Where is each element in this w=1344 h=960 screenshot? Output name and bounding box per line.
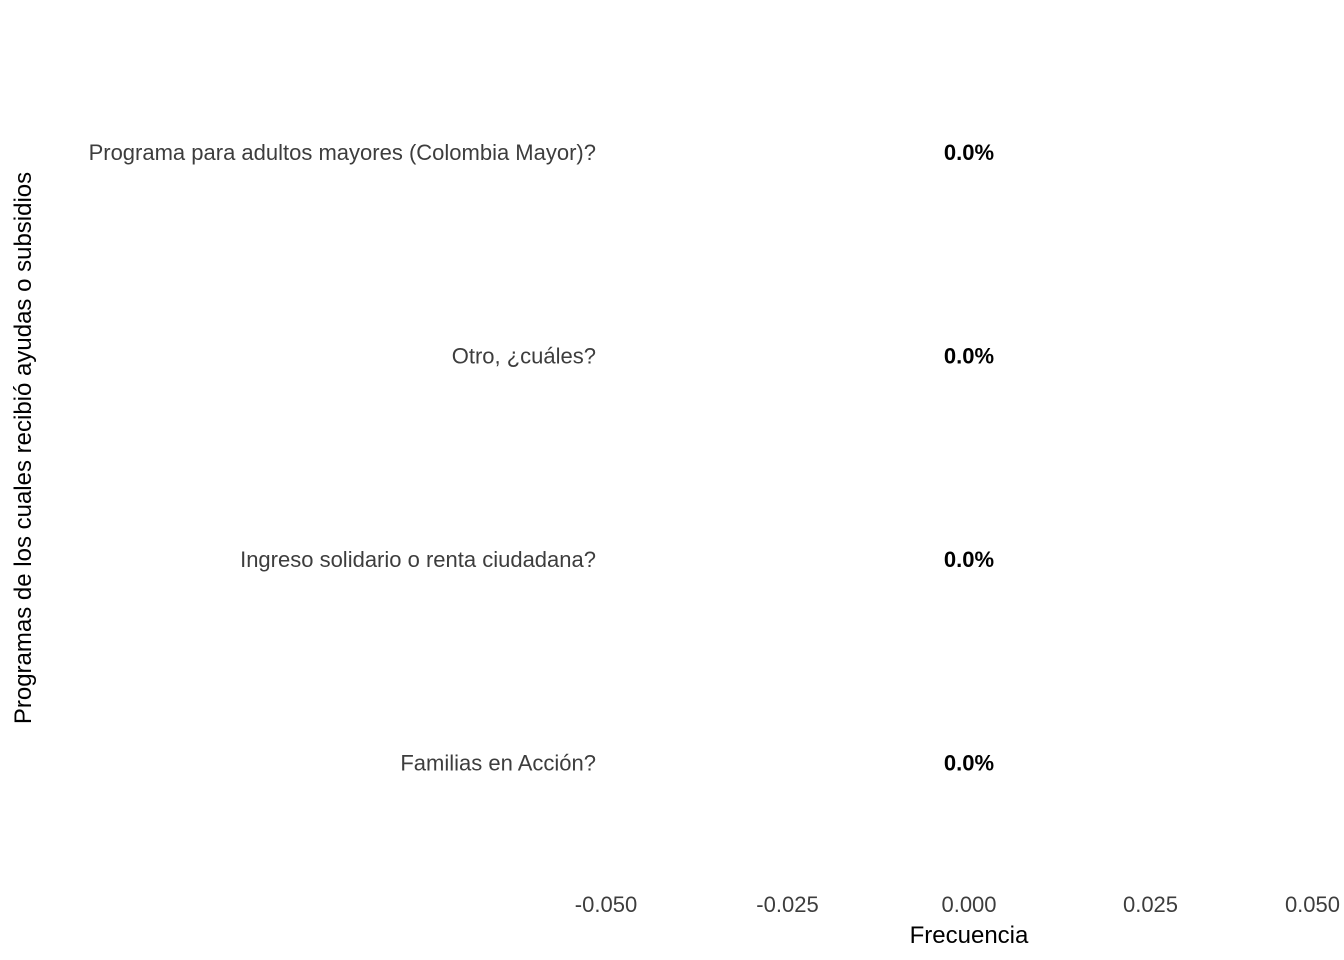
data-label: 0.0% (944, 343, 994, 368)
x-axis-title: Frecuencia (910, 922, 1029, 949)
y-tick-label: Programa para adultos mayores (Colombia … (89, 140, 596, 165)
y-axis-title: Programas de los cuales recibió ayudas o… (10, 172, 37, 724)
data-label: 0.0% (944, 750, 994, 775)
x-tick-label: -0.025 (756, 892, 818, 917)
data-label: 0.0% (944, 547, 994, 572)
x-tick-label: 0.000 (941, 892, 996, 917)
y-tick-label: Otro, ¿cuáles? (452, 343, 596, 368)
x-tick-label: 0.025 (1123, 892, 1178, 917)
y-tick-label: Familias en Acción? (400, 750, 596, 775)
data-label: 0.0% (944, 140, 994, 165)
x-axis-tick-labels: -0.050 -0.025 0.000 0.025 0.050 (575, 892, 1340, 917)
x-tick-label: 0.050 (1285, 892, 1340, 917)
x-tick-label: -0.050 (575, 892, 637, 917)
y-tick-label: Ingreso solidario o renta ciudadana? (240, 547, 596, 572)
data-labels: 0.0% 0.0% 0.0% 0.0% (944, 140, 994, 776)
y-axis-category-labels: Programa para adultos mayores (Colombia … (89, 140, 596, 776)
